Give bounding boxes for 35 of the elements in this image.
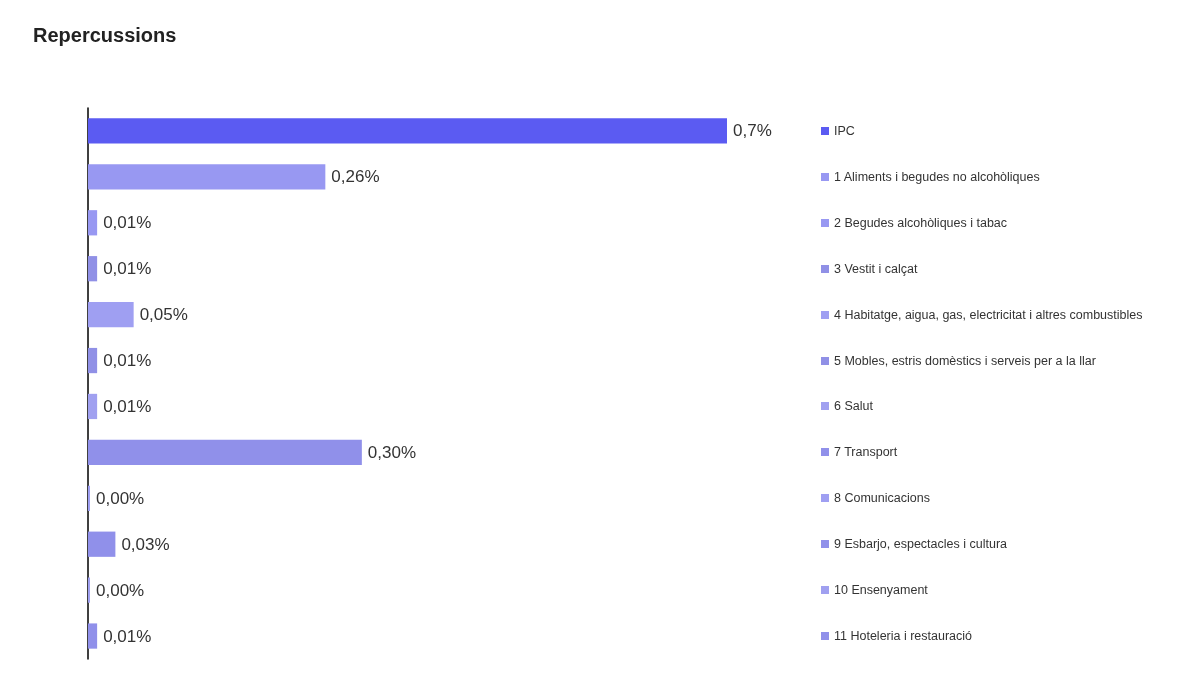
bar [88, 210, 98, 236]
y-tick-label: 2 Begudes alcohòliques i tabac [834, 215, 1008, 230]
data-label: 0,05% [139, 305, 188, 325]
data-label: 0,26% [331, 167, 380, 187]
y-tick-label: IPC [834, 123, 855, 138]
chart-title: Repercussions [33, 24, 177, 46]
bar [88, 439, 362, 465]
y-tick-label: 6 Salut [834, 399, 874, 414]
bar [88, 164, 326, 190]
y-tick-label: 1 Aliments i begudes no alcohòliques [834, 169, 1040, 184]
data-label: 0,00% [96, 580, 145, 600]
data-label: 0,00% [96, 488, 145, 508]
y-tick-label: 8 Comunicacions [834, 491, 930, 506]
y-tick-label: 4 Habitatge, aigua, gas, electricitat i altres combustibles [834, 307, 1143, 322]
bar [88, 347, 98, 374]
data-label: 0,7% [733, 121, 772, 141]
y-tick-label: 11 Hoteleria i restauració [834, 629, 973, 644]
bar [88, 256, 98, 282]
bar [88, 393, 98, 420]
y-tick-label: 10 Ensenyament [834, 583, 929, 598]
y-tick-label: 5 Mobles, estris domèstics i serveis per a la llar [834, 353, 1096, 368]
bar [88, 118, 727, 144]
bar [88, 623, 98, 649]
y-tick-label: 7 Transport [834, 445, 898, 460]
data-label: 0,01% [103, 351, 152, 371]
bar [88, 302, 134, 328]
data-label: 0,03% [121, 534, 170, 554]
data-label: 0,01% [103, 259, 152, 279]
data-label: 0,30% [367, 442, 417, 462]
data-label: 0,01% [103, 213, 152, 233]
y-tick-label: 9 Esbarjo, espectacles i cultura [834, 537, 1008, 552]
bar [88, 531, 116, 557]
y-tick-label: 3 Vestit i calçat [834, 261, 918, 276]
data-label: 0,01% [103, 396, 152, 416]
data-label: 0,01% [103, 626, 152, 646]
